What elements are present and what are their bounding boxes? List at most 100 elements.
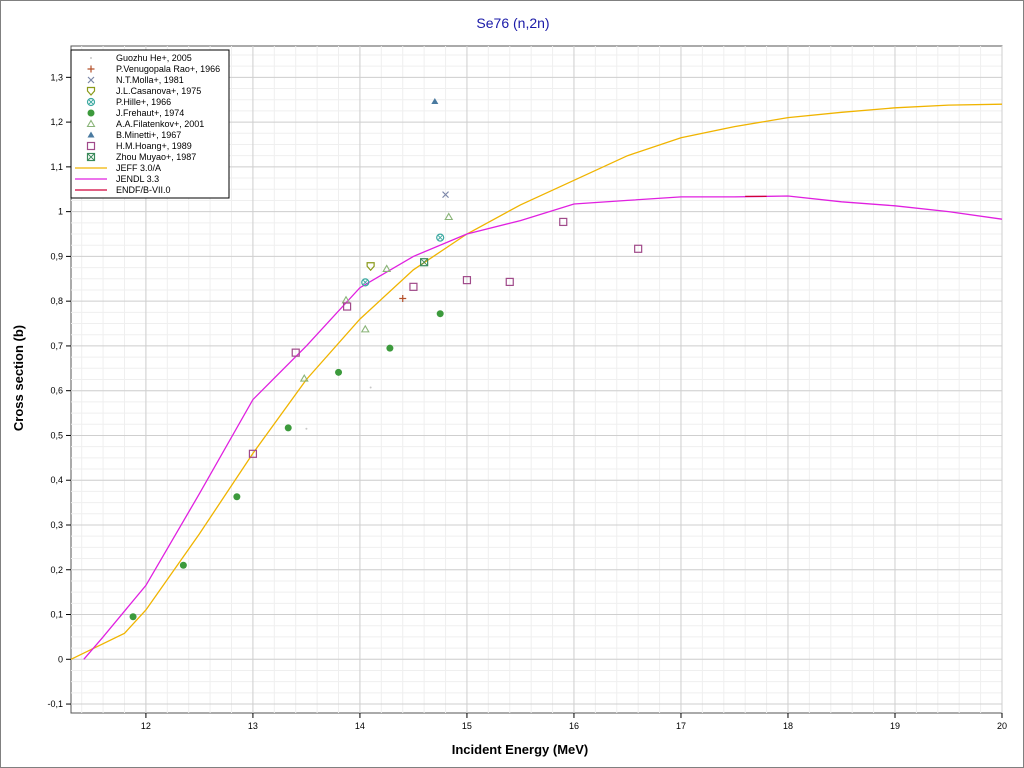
- legend-marker: [87, 109, 95, 117]
- marker-shape: [420, 258, 428, 267]
- y-tick-label: -0,1: [47, 699, 63, 709]
- data-point: [436, 233, 445, 242]
- data-point: [335, 368, 343, 376]
- y-tick-label: 1,3: [50, 72, 63, 82]
- marker-shape: [299, 374, 309, 382]
- marker-shape: [305, 427, 308, 430]
- marker-shape: [335, 368, 343, 376]
- x-tick-label: 20: [997, 721, 1007, 731]
- legend-marker: [87, 65, 95, 73]
- y-tick-label: 0,4: [50, 475, 63, 485]
- data-point: [342, 302, 352, 311]
- legend-label: A.A.Filatenkov+, 2001: [116, 119, 204, 129]
- legend-marker: [87, 76, 95, 84]
- y-tick-label: 0,7: [50, 341, 63, 351]
- marker-shape: [87, 131, 95, 138]
- model-curves: [70, 103, 1003, 660]
- marker-shape: [409, 282, 418, 291]
- legend-label: P.Hille+, 1966: [116, 97, 171, 107]
- data-point: [360, 324, 370, 333]
- marker-shape: [634, 244, 643, 253]
- marker-shape: [386, 344, 394, 352]
- legend-marker: [86, 141, 96, 151]
- data-point: [361, 278, 370, 287]
- marker-shape: [86, 141, 96, 151]
- marker-shape: [86, 86, 96, 96]
- y-tick-label: 0,8: [50, 296, 63, 306]
- legend-marker: [87, 131, 95, 138]
- marker-shape: [87, 153, 95, 161]
- legend-marker: [86, 152, 96, 162]
- marker-shape: [90, 57, 92, 59]
- chart-title: Se76 (n,2n): [476, 15, 549, 31]
- data-point: [179, 561, 187, 569]
- data-point: [233, 493, 241, 501]
- marker-shape: [360, 324, 370, 333]
- legend-label: JENDL 3.3: [116, 174, 159, 184]
- marker-shape: [179, 561, 187, 569]
- marker-shape: [86, 152, 96, 162]
- data-point: [431, 98, 439, 105]
- marker-shape: [87, 65, 95, 73]
- y-tick-label: 0: [58, 654, 63, 664]
- legend-marker: [86, 86, 96, 96]
- x-tick-label: 19: [890, 721, 900, 731]
- y-axis-label: Cross section (b): [11, 325, 26, 431]
- marker-shape: [559, 217, 568, 227]
- legend-label: J.Frehaut+, 1974: [116, 108, 184, 118]
- data-point: [420, 258, 429, 267]
- marker-shape: [437, 235, 443, 240]
- marker-shape: [129, 613, 137, 621]
- grid: [71, 46, 1003, 713]
- data-point: [299, 374, 309, 382]
- marker-shape: [436, 310, 444, 318]
- y-tick-label: 1,2: [50, 117, 63, 127]
- marker-shape: [369, 386, 372, 389]
- data-point: [248, 449, 258, 458]
- marker-shape: [462, 276, 472, 285]
- data-point: [386, 344, 394, 352]
- x-tick-label: 12: [141, 721, 151, 731]
- marker-shape: [399, 294, 407, 302]
- marker-shape: [362, 280, 368, 285]
- y-tick-label: 0,9: [50, 251, 63, 261]
- data-points: [129, 98, 643, 621]
- y-tick-label: 0,5: [50, 430, 63, 440]
- x-tick-label: 13: [248, 721, 258, 731]
- marker-shape: [233, 493, 241, 501]
- data-point: [444, 212, 454, 221]
- data-point: [399, 294, 407, 302]
- legend-marker: [86, 119, 96, 128]
- marker-shape: [342, 302, 352, 311]
- legend-marker: [86, 97, 96, 107]
- data-point: [462, 276, 472, 285]
- data-point: [129, 613, 137, 621]
- data-point: [305, 427, 308, 430]
- marker-shape: [382, 264, 392, 272]
- legend-label: Zhou Muyao+, 1987: [116, 152, 196, 162]
- legend-label: Guozhu He+, 2005: [116, 53, 192, 63]
- y-tick-label: 0,6: [50, 386, 63, 396]
- data-point: [442, 191, 449, 199]
- marker-shape: [436, 233, 445, 242]
- x-tick-label: 15: [462, 721, 472, 731]
- data-point: [409, 282, 418, 291]
- marker-shape: [88, 99, 94, 105]
- data-point: [369, 386, 372, 389]
- data-point: [559, 217, 568, 227]
- data-point: [366, 262, 375, 272]
- series-line: [83, 195, 1003, 660]
- y-tick-label: 0,1: [50, 610, 63, 620]
- y-tick-label: 1: [58, 207, 63, 217]
- marker-shape: [248, 449, 258, 458]
- x-tick-label: 16: [569, 721, 579, 731]
- data-point: [291, 348, 300, 357]
- marker-shape: [86, 97, 96, 107]
- legend-label: P.Venugopala Rao+, 1966: [116, 64, 220, 74]
- legend-label: H.M.Hoang+, 1989: [116, 141, 192, 151]
- data-point: [382, 264, 392, 272]
- y-tick-label: 0,2: [50, 565, 63, 575]
- legend-label: ENDF/B-VII.0: [116, 185, 171, 195]
